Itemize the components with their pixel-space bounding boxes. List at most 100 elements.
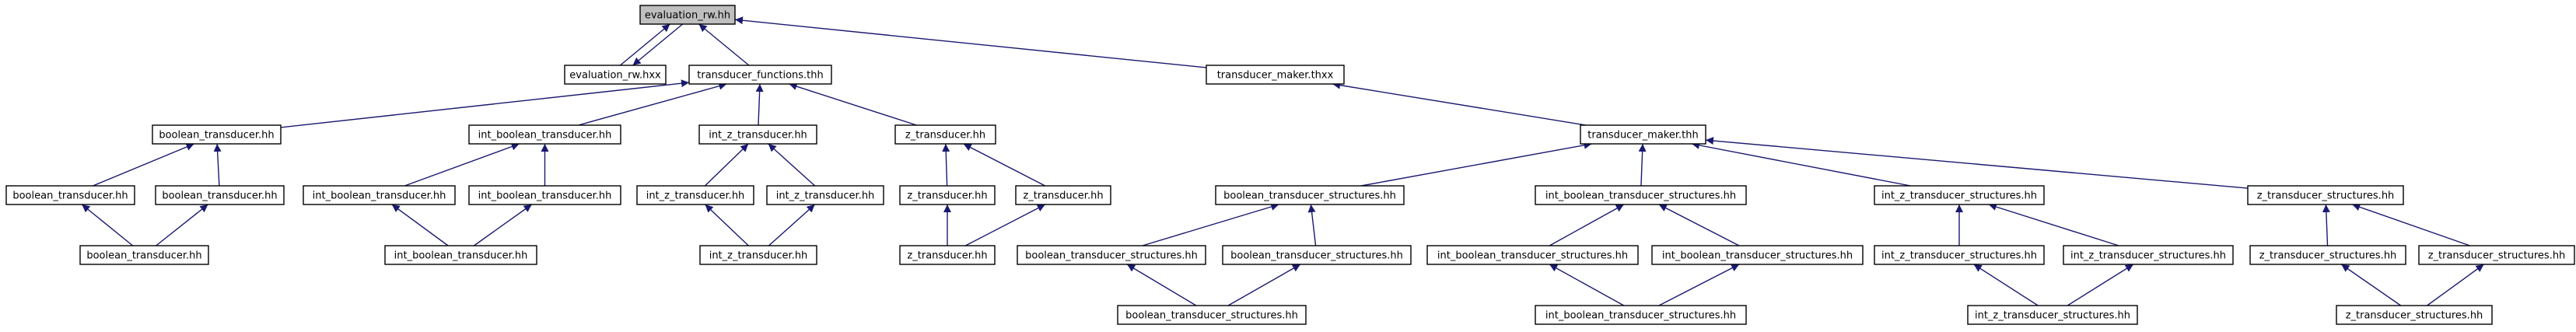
node-label: transducer_maker.thh [1587,130,1698,142]
graph-node[interactable]: boolean_transducer.hh [152,124,282,145]
graph-node[interactable]: int_z_transducer.hh [698,124,817,145]
edge-n_izt2a-to-n_izt1 [704,143,749,187]
edge-n_zts3-to-n_zts2a [2340,264,2402,306]
graph-node[interactable]: evaluation_rw.hxx [564,65,667,85]
graph-node[interactable]: int_z_transducer_structures.hh [2063,245,2234,265]
edge-n_tfuncs-to-root [698,23,750,66]
graph-node[interactable]: boolean_transducer_structures.hh [1017,245,1206,265]
edge-n_zts3-to-n_zts2b [2427,264,2484,306]
graph-node[interactable]: transducer_functions.thh [688,65,832,85]
edge-n_izts1-to-n_tmaker [1691,141,1911,187]
node-label: int_boolean_transducer.hh [313,190,446,202]
node-box [1426,245,1639,265]
graph-node[interactable]: boolean_transducer_structures.hh [1215,185,1405,205]
node-box [1535,185,1747,205]
graph-node[interactable]: int_z_transducer_structures.hh [1874,245,2045,265]
graph-node[interactable]: z_transducer.hh [899,245,996,265]
edge-n_zt1-to-n_tfuncs [789,82,917,126]
node-box [564,65,667,85]
edge-n_ibt2a-to-n_ibt1 [404,142,520,187]
edge-n_bt1-to-n_tfuncs [280,79,690,128]
node-box [303,185,456,205]
node-box [1206,65,1345,85]
graph-node[interactable]: transducer_maker.thh [1580,124,1706,145]
graph-node[interactable]: z_transducer_structures.hh [2336,305,2493,325]
graph-node[interactable]: int_z_transducer.hh [699,245,817,265]
node-label: boolean_transducer.hh [12,190,128,202]
graph-node[interactable]: z_transducer_structures.hh [2249,245,2406,265]
node-box [2063,245,2234,265]
node-box [1967,305,2138,325]
node-box [2247,185,2404,205]
edge-n_tmakerx-to-root [734,16,1207,68]
node-box [894,124,996,145]
edge-n_ibt3-to-n_ibt2a [391,204,449,246]
node-label: boolean_transducer_structures.hh [1025,250,1198,262]
node-box [698,124,817,145]
node-label: int_boolean_transducer.hh [394,250,528,262]
graph-node[interactable]: int_z_transducer_structures.hh [1874,185,2045,205]
edge-n_zt2a-to-n_zt1 [942,143,950,187]
edge-n_zts1-to-n_tmaker [1705,137,2249,189]
graph-node[interactable]: int_boolean_transducer.hh [384,245,537,265]
node-label: int_boolean_transducer_structures.hh [1437,250,1628,262]
node-box [2249,245,2406,265]
graph-node[interactable]: z_transducer.hh [1015,185,1111,205]
graph-node[interactable]: boolean_transducer.hh [79,245,209,265]
graph-node[interactable]: int_z_transducer.hh [766,185,884,205]
graph-node[interactable]: int_boolean_transducer_structures.hh [1651,245,1864,265]
node-label: z_transducer_structures.hh [2428,250,2566,262]
node-label: int_z_transducer.hh [709,250,808,262]
node-label: evaluation_rw.hxx [569,70,661,82]
node-label: boolean_transducer.hh [86,250,201,262]
node-box [1580,124,1706,145]
node-box [1874,245,2045,265]
node-label: int_boolean_transducer.hh [478,190,612,202]
edge-n_ibts2a-to-n_ibts1 [1549,204,1625,246]
graph-node[interactable]: z_transducer_structures.hh [2418,245,2575,265]
node-label: boolean_transducer_structures.hh [1230,250,1403,262]
edge-n_bt3-to-n_bt2b [156,204,208,246]
graph-node[interactable]: z_transducer_structures.hh [2247,185,2404,205]
edge-n_izts3-to-n_izts2b [2067,264,2134,306]
node-label: z_transducer_structures.hh [2346,310,2483,322]
edge-n_evrwhxx-to-root [619,23,670,66]
node-box [1215,185,1405,205]
node-label: int_boolean_transducer.hh [478,130,612,142]
graph-node[interactable]: boolean_transducer.hh [5,185,135,205]
graph-node[interactable]: int_z_transducer_structures.hh [1967,305,2138,325]
node-box [636,185,754,205]
node-label: int_z_transducer_structures.hh [1881,250,2037,262]
node-label: evaluation_rw.hh [645,10,730,22]
graph-node[interactable]: int_boolean_transducer.hh [468,185,621,205]
graph-node[interactable]: boolean_transducer_structures.hh [1222,245,1412,265]
node-label: transducer_functions.thh [697,70,824,82]
edge-n_zt2b-to-n_zt1 [963,143,1046,187]
graph-node[interactable]: int_z_transducer.hh [636,185,754,205]
graph-node[interactable]: int_boolean_transducer_structures.hh [1535,185,1747,205]
graph-node[interactable]: int_boolean_transducer_structures.hh [1535,305,1747,325]
edge-n_bt2b-to-n_bt1 [213,143,222,187]
edge-n_zt3-to-n_zt2b [964,204,1046,246]
graph-node[interactable]: boolean_transducer.hh [155,185,285,205]
graph-node[interactable]: z_transducer.hh [899,185,996,205]
graph-node[interactable]: boolean_transducer_structures.hh [1117,305,1307,325]
graph-node[interactable]: int_boolean_transducer_structures.hh [1426,245,1639,265]
graph-node[interactable]: z_transducer.hh [894,124,996,145]
node-label: z_transducer_structures.hh [2259,250,2397,262]
node-label: boolean_transducer_structures.hh [1223,190,1396,202]
graph-node[interactable]: int_boolean_transducer.hh [303,185,456,205]
node-label: z_transducer.hh [905,130,985,142]
edge-n_ibt3-to-n_ibt2b [473,204,533,246]
edge-n_izt3-to-n_izt2a [705,204,749,246]
graph-node[interactable]: transducer_maker.thxx [1206,65,1345,85]
graph-node[interactable]: int_boolean_transducer.hh [468,124,621,145]
edge-n_ibts2b-to-n_ibts1 [1658,204,1740,246]
edge-n_izt3-to-n_izt2b [768,204,816,246]
edge-n_izts2b-to-n_izts1 [1988,203,2119,246]
node-box [639,5,736,25]
edge-n_bts2b-to-n_bts1 [1307,204,1317,246]
node-box [468,124,621,145]
edge-n_zts2a-to-n_zts1 [2322,204,2330,246]
